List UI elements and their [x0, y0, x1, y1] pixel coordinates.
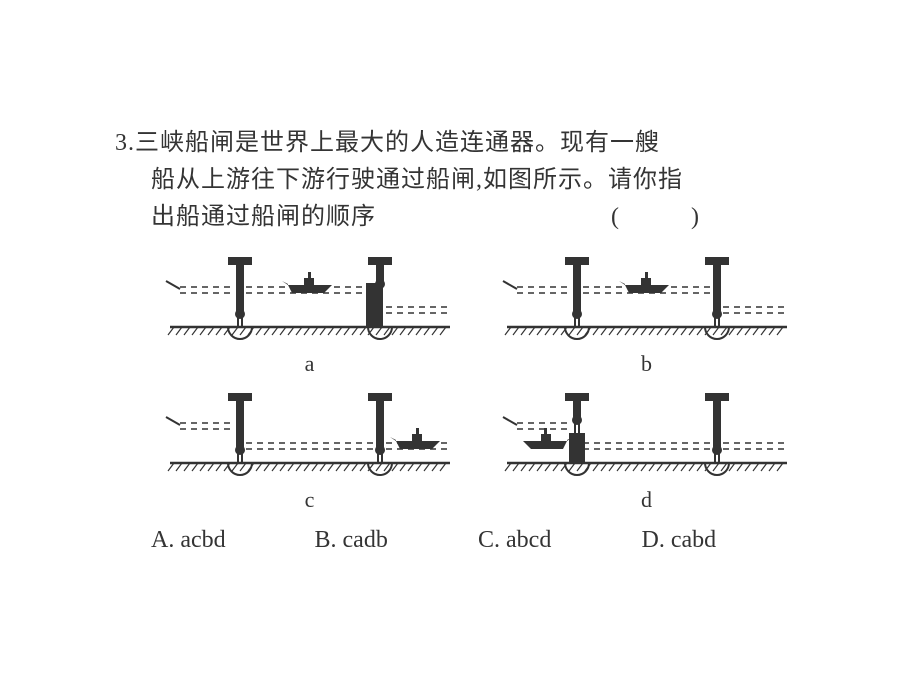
- diagram-d: d: [488, 385, 805, 513]
- diagram-b: b: [488, 249, 805, 377]
- lock-diagram-a-icon: [160, 249, 460, 349]
- option-c: C. abcd: [478, 527, 642, 554]
- option-d: D. cabd: [642, 527, 806, 554]
- question-line-3: 出船通过船闸的顺序 ( ): [115, 199, 805, 236]
- question-line-1: 3.三峡船闸是世界上最大的人造连通器。现有一艘: [115, 125, 805, 162]
- diagram-label-b: b: [641, 351, 652, 377]
- question-block: 3.三峡船闸是世界上最大的人造连通器。现有一艘 船从上游往下游行驶通过船闸,如图…: [115, 125, 805, 554]
- diagram-a: a: [151, 249, 468, 377]
- question-text-3: 出船通过船闸的顺序: [151, 204, 376, 230]
- option-a: A. acbd: [151, 527, 315, 554]
- question-line-2: 船从上游往下游行驶通过船闸,如图所示。请你指: [115, 162, 805, 199]
- diagram-label-c: c: [305, 487, 315, 513]
- diagram-label-d: d: [641, 487, 652, 513]
- question-text-1: 三峡船闸是世界上最大的人造连通器。现有一艘: [135, 130, 660, 156]
- lock-diagram-c-icon: [160, 385, 460, 485]
- diagram-grid: a b c d: [151, 249, 805, 513]
- lock-diagram-d-icon: [497, 385, 797, 485]
- lock-diagram-b-icon: [497, 249, 797, 349]
- answer-blank: ( ): [611, 199, 707, 236]
- question-text: 3.三峡船闸是世界上最大的人造连通器。现有一艘 船从上游往下游行驶通过船闸,如图…: [115, 125, 805, 237]
- diagram-label-a: a: [305, 351, 315, 377]
- option-b: B. cadb: [315, 527, 479, 554]
- diagram-c: c: [151, 385, 468, 513]
- question-number: 3.: [115, 130, 135, 156]
- options-row: A. acbd B. cadb C. abcd D. cabd: [151, 527, 805, 554]
